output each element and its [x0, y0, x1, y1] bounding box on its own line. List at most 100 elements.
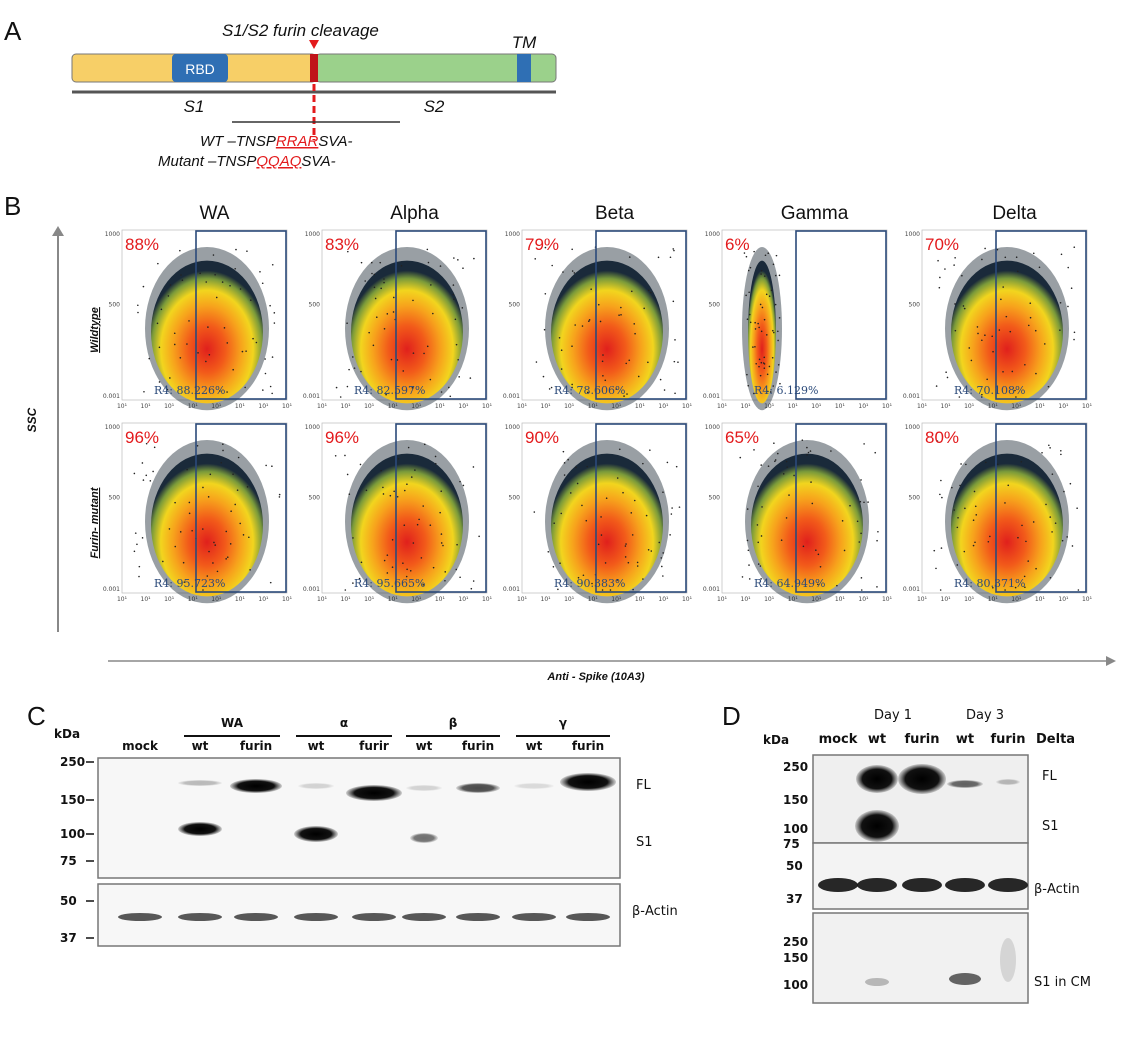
scatter-point — [956, 564, 959, 566]
scatter-point — [673, 249, 675, 252]
y-axis-label: SSC — [25, 407, 39, 432]
scatter-point — [422, 584, 425, 586]
cleavage-label: S1/S2 furin cleavage — [222, 21, 379, 40]
gate-percent: 88% — [125, 235, 159, 254]
scatter-point — [410, 476, 413, 478]
scatter-point — [239, 288, 242, 290]
group-header: WA — [221, 716, 244, 730]
rbd-box — [172, 54, 228, 82]
scatter-point — [160, 308, 163, 311]
gate-r4 — [195, 230, 287, 400]
scatter-point — [1071, 545, 1074, 547]
x-tick-label: 10¹ — [717, 403, 728, 410]
scatter-point — [763, 363, 766, 365]
scatter-point — [616, 579, 619, 581]
scatter-point — [666, 461, 669, 464]
scatter-point — [269, 385, 272, 388]
lane-label: wt — [956, 732, 974, 747]
scatter-point — [954, 329, 957, 332]
scatter-point — [339, 396, 342, 398]
scatter-point — [1051, 473, 1054, 475]
scatter-point — [214, 544, 217, 546]
scatter-point — [571, 270, 574, 272]
scatter-point — [618, 448, 621, 451]
mw-label: 250 — [783, 760, 808, 774]
scatter-point — [455, 343, 458, 346]
scatter-point — [372, 344, 375, 347]
lane-label: furin — [462, 739, 494, 753]
scatter-point — [946, 376, 949, 379]
scatter-point — [649, 449, 651, 451]
scatter-point — [954, 303, 956, 305]
scatter-point — [1014, 389, 1016, 392]
scatter-point — [974, 505, 977, 508]
scatter-point — [970, 359, 973, 362]
scatter-point — [1049, 516, 1052, 518]
scatter-point — [241, 350, 244, 353]
scatter-point — [605, 497, 608, 500]
scatter-point — [206, 575, 209, 577]
x-tick-label: 10¹ — [235, 596, 246, 603]
scatter-point — [625, 362, 628, 365]
scatter-point — [586, 391, 589, 394]
scatter-point — [382, 486, 384, 489]
x-tick-label: 10¹ — [564, 596, 575, 603]
scatter-point — [769, 391, 772, 393]
y-tick-label: 500 — [509, 495, 521, 502]
x-tick-label: 10¹ — [611, 596, 622, 603]
scatter-point — [849, 504, 851, 507]
gate-stat: R4: 64.949% — [754, 577, 825, 590]
x-tick-label: 10¹ — [811, 403, 822, 410]
scatter-point — [352, 537, 354, 539]
x-tick-label: 10¹ — [588, 596, 599, 603]
scatter-point — [567, 458, 569, 461]
y-tick-label: 500 — [709, 495, 721, 502]
scatter-point — [774, 460, 776, 463]
scatter-point — [748, 291, 750, 294]
scatter-point — [571, 383, 573, 386]
scatter-point — [859, 500, 862, 503]
scatter-point — [585, 519, 588, 522]
scatter-point — [547, 550, 550, 553]
x-tick-label: 10¹ — [458, 596, 469, 603]
scatter-point — [763, 318, 766, 321]
scatter-point — [953, 264, 955, 266]
scatter-point — [162, 560, 164, 563]
scatter-point — [137, 304, 139, 307]
scatter-point — [383, 281, 385, 284]
scatter-point — [642, 578, 644, 580]
scatter-point — [767, 390, 769, 393]
scatter-point — [188, 501, 191, 504]
scatter-point — [778, 317, 781, 319]
scatter-point — [793, 474, 795, 477]
scatter-point — [469, 377, 472, 379]
x-tick-label: 10¹ — [164, 403, 175, 410]
scatter-point — [226, 342, 229, 344]
mw-label: 75 — [783, 837, 800, 851]
scatter-point — [454, 318, 457, 321]
mutant-sequence: Mutant –TNSPQQAQSVA- — [158, 153, 336, 170]
scatter-point — [138, 575, 140, 578]
lane-label: wt — [192, 739, 209, 753]
lane-label: wt — [416, 739, 433, 753]
scatter-point — [271, 263, 274, 266]
variant-header: Alpha — [390, 203, 439, 224]
scatter-point — [746, 508, 749, 510]
scatter-point — [181, 279, 184, 282]
scatter-point — [774, 303, 777, 306]
scatter-point — [597, 303, 600, 306]
panel-d-actin-label: β-Actin — [1034, 882, 1080, 897]
scatter-point — [248, 536, 250, 539]
scatter-point — [760, 361, 763, 364]
x-tick-label: 10¹ — [588, 403, 599, 410]
scatter-point — [746, 318, 749, 320]
scatter-point — [1007, 484, 1010, 487]
scatter-point — [269, 581, 272, 584]
blot-band — [856, 765, 898, 793]
scatter-point — [628, 359, 631, 362]
scatter-point — [658, 541, 661, 544]
x-tick-label: 10¹ — [517, 403, 528, 410]
flow-plot: 1000 500 0.001 10¹ 10¹ 10¹ 10¹ 10¹ 10¹ 10¹ 10¹ 79% R… — [503, 229, 693, 411]
scatter-point — [1054, 522, 1057, 524]
